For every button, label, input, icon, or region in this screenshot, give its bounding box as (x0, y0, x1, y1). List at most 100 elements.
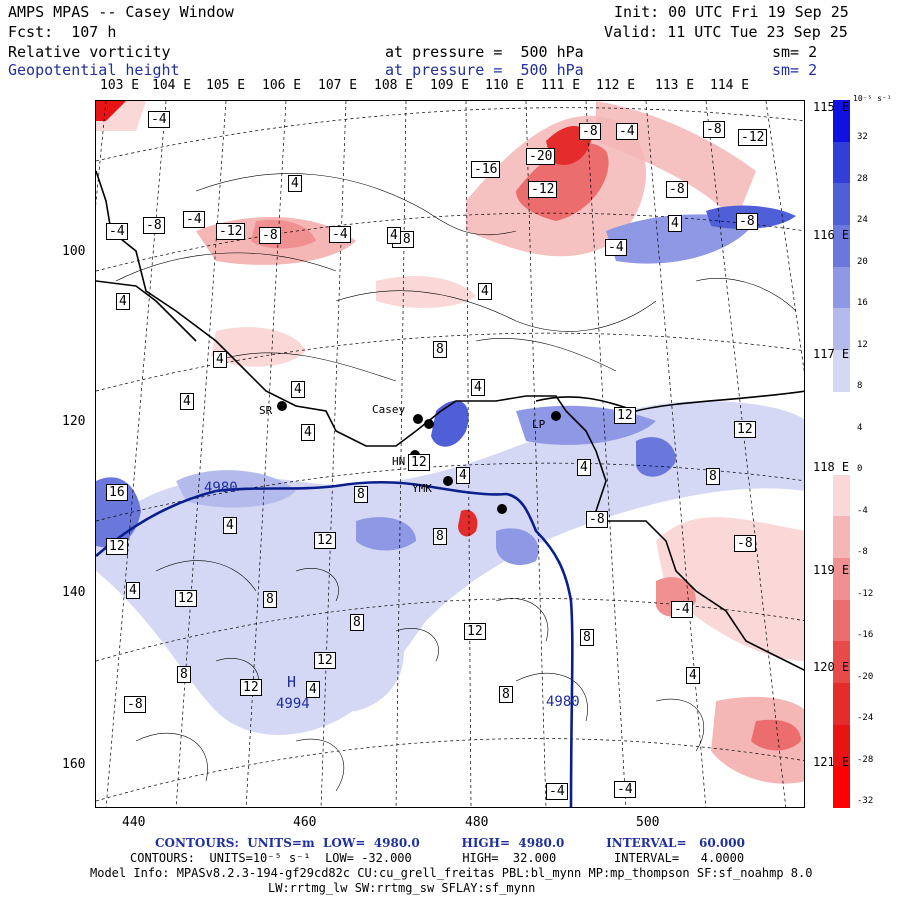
y-axis-tick-label: 100 (62, 244, 86, 259)
y-axis-tick-label: 160 (62, 757, 86, 772)
colorbar-tick-label: 32 (857, 132, 868, 142)
colorbar-tick-label: -32 (857, 796, 874, 806)
vorticity-contour-label: -16 (471, 161, 501, 178)
vorticity-contour-label: 4 (288, 175, 302, 192)
vorticity-contour-label: -8 (703, 121, 725, 138)
colorbar-tick-label: -16 (857, 630, 874, 640)
x-axis-tick-label: 480 (465, 815, 489, 830)
vorticity-contour-label: 12 (106, 538, 128, 555)
colorbar-segment (833, 266, 850, 309)
vorticity-contour-label: 4 (387, 227, 401, 244)
vorticity-contour-label: 12 (734, 421, 756, 438)
colorbar-tick-label: 12 (857, 339, 868, 350)
vorticity-contour-label: 12 (408, 454, 430, 471)
vorticity-contour-label: -8 (666, 181, 688, 198)
vorticity-contour-label: 8 (350, 614, 364, 631)
latitude-label: 120 E (813, 660, 850, 674)
forecast-hour: Fcst: 107 h (8, 23, 117, 41)
vorticity-contour-label: 4 (471, 379, 485, 396)
colorbar-segment (833, 183, 850, 226)
colorbar (833, 100, 850, 809)
vorticity-contour-label: 8 (177, 666, 191, 683)
colorbar-segment (833, 683, 850, 726)
colorbar-segment (833, 558, 850, 601)
latitude-label: 116 E (813, 228, 850, 242)
vorticity-contour-label: -4 (148, 111, 170, 128)
contours-vort-info: CONTOURS: UNITS=10⁻⁵ s⁻¹ LOW= -32.000 HI… (130, 851, 745, 865)
longitude-label: 113 E (655, 78, 695, 93)
longitude-label: 104 E (152, 78, 192, 93)
vorticity-contour-label: 4 (116, 293, 130, 310)
vorticity-contour-label: 4 (456, 467, 470, 484)
colorbar-segment (833, 641, 850, 684)
vorticity-contour-label: -4 (546, 783, 568, 800)
vorticity-contour-label: 4 (213, 351, 227, 368)
colorbar-tick-label: 0 (857, 464, 863, 474)
vorticity-contour-label: 12 (314, 532, 336, 549)
vorticity-contour-label: 4 (306, 681, 320, 698)
vorticity-contour-label: 8 (706, 468, 720, 485)
vorticity-contour-label: -4 (106, 223, 128, 240)
latitude-label: 119 E (813, 563, 850, 577)
valid-time: Valid: 11 UTC Tue 23 Sep 25 (604, 23, 848, 41)
height-contour-label: 4980 (546, 694, 580, 710)
vorticity-contour-label: 4 (686, 667, 700, 684)
vorticity-contour-label: -8 (736, 213, 758, 230)
station-label: HN (392, 455, 406, 468)
colorbar-segment (833, 308, 850, 351)
init-time: Init: 00 UTC Fri 19 Sep 25 (614, 3, 849, 21)
colorbar-segment (833, 599, 850, 642)
vorticity-contour-label: 8 (433, 341, 447, 358)
colorbar-tick-label: -4 (857, 505, 868, 516)
vorticity-contour-label: 12 (464, 623, 486, 640)
colorbar-segment (833, 100, 850, 143)
vorticity-contours (115, 173, 797, 792)
vorticity-contour-label: -12 (738, 129, 768, 146)
map-panel[interactable]: SR Casey HN YMK LP H 4994 4980 4980 -4 -4 -8 -4 -12… (95, 100, 805, 808)
geopotential-contours (96, 480, 574, 807)
vorticity-contour-label: 16 (106, 484, 128, 501)
vorticity-contour-label: 4 (180, 393, 194, 410)
field1-smoothing: sm= 2 (772, 43, 818, 61)
vorticity-contour-label: 8 (263, 591, 277, 608)
vorticity-contour-label: 4 (301, 424, 315, 441)
longitude-label: 105 E (206, 78, 246, 93)
vorticity-contour-label: 4 (668, 215, 682, 232)
field2-name: Geopotential height (8, 61, 180, 79)
vorticity-contour-label: -4 (616, 123, 638, 140)
vorticity-contour-label: 8 (580, 629, 594, 646)
field1-level: at pressure = 500 hPa (385, 43, 584, 61)
vorticity-contour-label: -8 (259, 227, 281, 244)
coastline (96, 170, 804, 671)
vorticity-contour-label: -8 (734, 535, 756, 552)
x-axis-tick-label: 500 (636, 815, 660, 830)
colorbar-tick-label: 20 (857, 256, 868, 267)
vorticity-contour-label: 8 (354, 486, 368, 503)
colorbar-tick-label: -24 (857, 713, 874, 723)
map-svg (96, 101, 804, 807)
colorbar-segment (833, 141, 850, 184)
vorticity-contour-label: -4 (329, 226, 351, 243)
station-label: LP (532, 418, 546, 431)
vorticity-contour-label: 8 (499, 686, 513, 703)
vorticity-contour-label: -4 (605, 239, 627, 256)
x-axis-tick-label: 460 (293, 815, 317, 830)
vorticity-contour-label: -8 (143, 217, 165, 234)
model-physics: LW:rrtmg_lw SW:rrtmg_sw SFLAY:sf_mynn (268, 881, 536, 895)
longitude-label: 109 E (430, 78, 470, 93)
x-axis-tick-label: 440 (122, 815, 146, 830)
vorticity-contour-label: 12 (240, 679, 262, 696)
vorticity-contour-label: -8 (124, 696, 146, 713)
latitude-label: 115 E (813, 100, 850, 114)
vorticity-contour-label: 4 (126, 582, 140, 599)
vorticity-contour-label: 4 (291, 381, 305, 398)
contours-height-info: CONTOURS: UNITS=m LOW= 4980.0 HIGH= 4980… (155, 836, 745, 850)
vorticity-contour-label: -4 (671, 601, 693, 618)
station-label: YMK (412, 482, 432, 495)
colorbar-tick-label: -8 (857, 547, 868, 557)
latitude-label: 118 E (813, 460, 850, 474)
y-axis-tick-label: 120 (62, 414, 86, 429)
vorticity-contour-label: 12 (314, 652, 336, 669)
station-label: Casey (372, 403, 406, 416)
colorbar-segment (833, 349, 850, 393)
